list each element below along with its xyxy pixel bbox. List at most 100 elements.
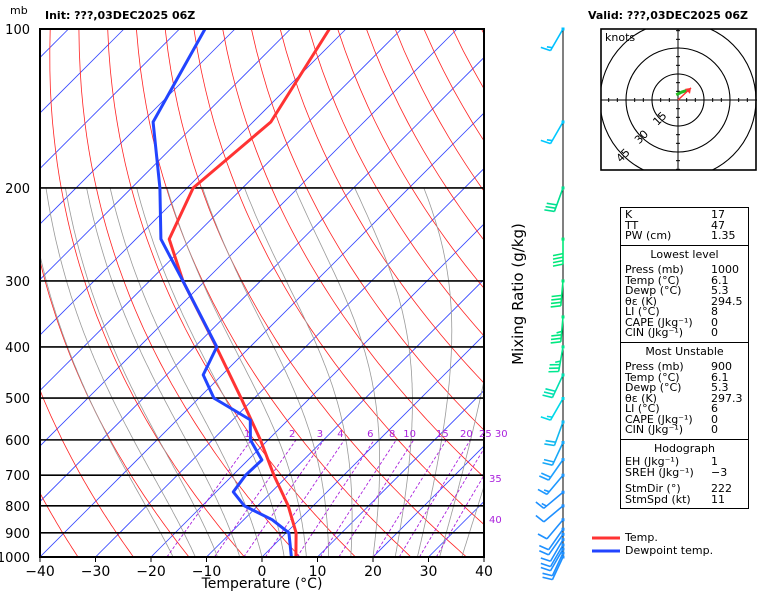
- barb-station: [561, 373, 565, 377]
- moist-adiabat: [294, 187, 381, 557]
- stat-row: Press (mb) 900: [625, 361, 744, 373]
- stat-value: 0: [711, 423, 718, 436]
- barb-staff: [546, 474, 564, 495]
- barb-flag: [545, 439, 556, 443]
- barb-flag: [551, 294, 562, 298]
- stat-label: K: [625, 208, 633, 221]
- stat-label: PW (cm): [625, 229, 672, 242]
- stat-value: 0: [711, 326, 718, 339]
- stat-label: StmSpd (kt): [625, 492, 691, 506]
- stat-label: Press (mb): [625, 263, 684, 276]
- stat-value: −3: [711, 465, 728, 479]
- barb-flag: [544, 443, 555, 447]
- barb-staff: [560, 316, 564, 342]
- wind-barb: [540, 397, 565, 421]
- barb-staff: [549, 544, 564, 568]
- dry-adiabat: [49, 29, 245, 557]
- barb-station: [561, 527, 565, 531]
- barb-flag: [543, 391, 555, 396]
- y-tick-label: 500: [5, 392, 30, 407]
- wind-barb: [542, 551, 565, 577]
- wind-barbs: [535, 27, 565, 581]
- barb-station: [561, 543, 565, 547]
- barb-staff: [549, 539, 564, 562]
- hodograph-ring-label: 15: [650, 109, 669, 128]
- wind-barb: [539, 532, 565, 556]
- y-tick-label: 800: [5, 500, 30, 515]
- stat-label: θε (K): [625, 294, 657, 308]
- stat-value: 222: [711, 482, 732, 495]
- y-tick-label: 300: [5, 275, 30, 290]
- section-title: Most Unstable: [645, 344, 724, 358]
- barb-flag: [539, 475, 549, 481]
- stat-label: θε (K): [625, 391, 657, 405]
- stat-value: 6: [711, 402, 718, 415]
- stat-row: StmSpd (kt) 11: [625, 492, 744, 506]
- wind-barb: [537, 518, 565, 540]
- barb-station: [561, 458, 565, 462]
- wind-barb: [535, 490, 565, 509]
- barb-station: [561, 237, 565, 241]
- moist-adiabat: [354, 187, 413, 557]
- barb-station: [561, 120, 565, 124]
- barb-staff: [551, 552, 564, 577]
- barb-station: [561, 279, 565, 283]
- stat-label: TT: [625, 218, 639, 232]
- moist-adiabat: [461, 484, 484, 557]
- stat-row: Temp (°C) 6.1: [625, 372, 744, 384]
- isotherm: [95, 167, 484, 557]
- isotherm: [206, 278, 484, 557]
- section-title: Lowest level: [650, 247, 719, 261]
- storm-motion-arrowhead: [685, 87, 691, 94]
- barb-staff: [543, 505, 564, 523]
- barb-staff: [548, 459, 564, 481]
- stat-row: StmDir (°) 222: [625, 482, 744, 495]
- isotherm: [372, 445, 484, 557]
- hodograph-trace: [675, 89, 688, 97]
- wind-barb: [537, 473, 565, 496]
- isotherm: [40, 29, 236, 225]
- barb-flag: [546, 202, 557, 206]
- adiabat-label: 35: [489, 474, 502, 485]
- stat-label: EH (Jkg⁻¹): [625, 455, 680, 468]
- barb-station: [561, 490, 565, 494]
- barb-flag: [546, 139, 553, 142]
- x-tick-label: −40: [25, 564, 55, 580]
- barb-flag: [537, 488, 548, 496]
- stat-row: LI (°C) 8: [625, 306, 744, 318]
- mixing-ratio-label: 15: [436, 429, 449, 440]
- y-tick-label: 600: [5, 434, 30, 449]
- stats-hodograph: Hodograph EH (Jkg⁻¹) 1 SREH (Jkg⁻¹) −3 StmDi…: [621, 438, 748, 509]
- stats-most-unstable: Most Unstable Press (mb) 900 Temp (°C) 6.1 D…: [621, 341, 748, 439]
- stat-row: K 17: [625, 208, 744, 221]
- barb-staff: [549, 398, 564, 421]
- dry-adiabat: [308, 29, 484, 337]
- stat-row: CAPE (Jkg⁻¹) 0: [625, 317, 744, 329]
- barb-staff: [548, 533, 564, 556]
- stat-row: EH (Jkg⁻¹) 1: [625, 455, 744, 468]
- dry-adiabat: [40, 389, 134, 557]
- wind-barb: [552, 237, 565, 267]
- wind-barb: [539, 527, 565, 551]
- dry-adiabat: [78, 29, 301, 557]
- barb-staff: [543, 491, 564, 509]
- wind-barb: [540, 538, 565, 563]
- barb-flag: [535, 514, 545, 523]
- wind-barb: [542, 441, 565, 466]
- barb-flag: [540, 566, 551, 572]
- dry-adiabat: [193, 29, 484, 526]
- barb-staff: [549, 28, 564, 52]
- barb-station: [561, 345, 565, 349]
- mixing-ratio-label: 30: [495, 429, 508, 440]
- barb-flag: [551, 334, 562, 337]
- barb-flag: [550, 337, 562, 341]
- stat-label: CAPE (Jkg⁻¹): [625, 412, 693, 426]
- stat-value: 1000: [711, 263, 739, 276]
- y-tick-label: 900: [5, 527, 30, 542]
- stat-row: TT 47: [625, 218, 744, 232]
- barb-flag: [550, 341, 561, 344]
- barb-flag: [551, 298, 562, 301]
- mixing-ratio-label: 20: [460, 429, 473, 440]
- stat-label: LI (°C): [625, 402, 660, 415]
